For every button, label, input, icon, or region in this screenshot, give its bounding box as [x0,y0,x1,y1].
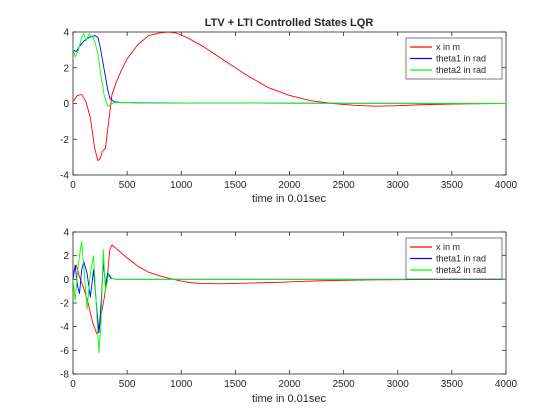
y-tick-label: 0 [63,275,69,286]
y-tick-label: -4 [60,322,69,333]
x-tick-label: 0 [70,379,76,390]
series-line-x-in-m [73,244,506,335]
x-tick-label: 1000 [170,379,193,390]
series-line-theta2-in-rad [73,241,506,354]
y-tick-label: 0 [63,99,69,110]
x-axis-label: time in 0.01sec [252,193,326,205]
x-tick-label: 4000 [495,180,518,191]
legend-label: x in m [436,242,460,252]
legend-label: theta2 in rad [436,65,486,75]
x-tick-label: 1000 [170,180,193,191]
y-tick-label: -6 [60,346,69,357]
x-tick-label: 500 [119,379,136,390]
x-tick-label: 1500 [224,180,247,191]
legend-label: theta2 in rad [436,265,486,275]
legend-label: theta1 in rad [436,54,486,64]
x-tick-label: 0 [70,180,76,191]
y-tick-label: 4 [63,28,69,39]
x-tick-label: 2000 [278,180,301,191]
x-tick-label: 2500 [333,379,356,390]
x-tick-label: 500 [119,180,136,191]
x-axis-label: time in 0.01sec [252,393,326,405]
top-chart: LTV + LTI Controlled States LQR time in … [60,17,517,205]
y-tick-label: 2 [63,251,69,262]
x-tick-label: 2500 [333,180,356,191]
x-tick-label: 3000 [387,379,410,390]
series-line-theta2-in-rad [73,33,506,107]
y-tick-label: 4 [63,228,69,239]
x-tick-label: 3500 [441,379,464,390]
y-tick-label: -2 [60,299,69,310]
legend-label: x in m [436,42,460,52]
legend-label: theta1 in rad [436,254,486,264]
y-tick-label: -8 [60,370,69,381]
y-tick-label: -4 [60,171,69,182]
x-tick-label: 2000 [278,379,301,390]
bottom-chart: time in 0.01sec 0 500 1000 1500 2000 2500 3000… [60,228,517,406]
y-tick-label: 2 [63,63,69,74]
x-tick-label: 3000 [387,180,410,191]
x-tick-label: 4000 [495,379,518,390]
series-line-x-in-m [73,32,506,162]
chart-title: LTV + LTI Controlled States LQR [205,17,374,29]
x-tick-label: 1500 [224,379,247,390]
y-tick-label: -2 [60,135,69,146]
x-tick-label: 3500 [441,180,464,191]
